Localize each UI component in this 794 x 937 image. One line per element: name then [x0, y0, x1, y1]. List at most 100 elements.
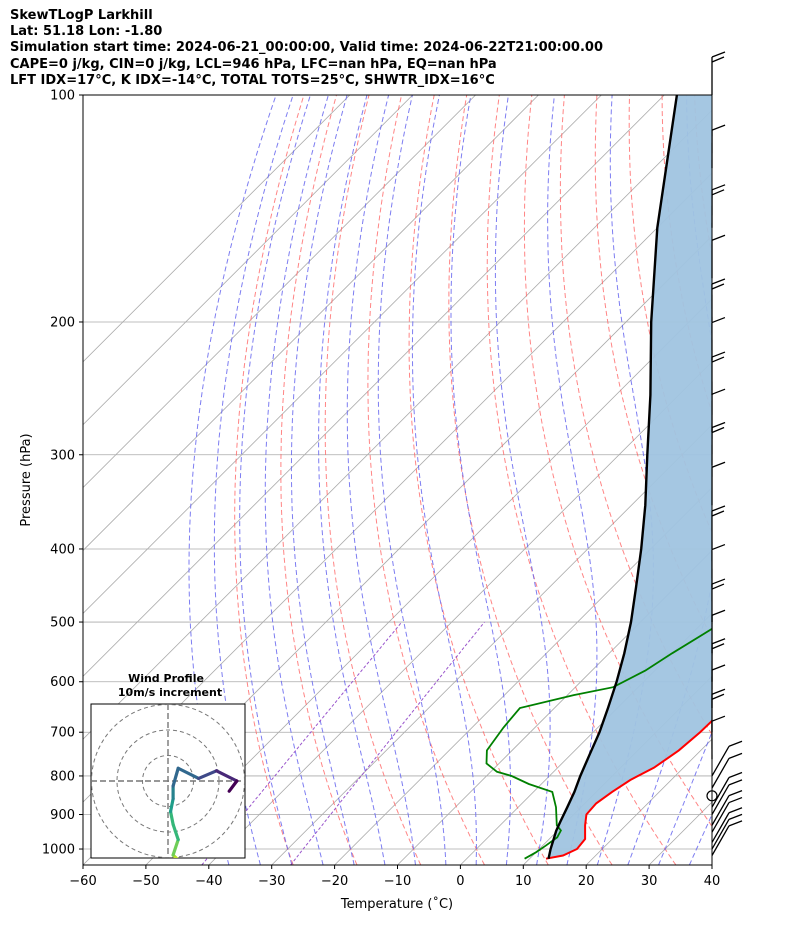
wind-barb-staff [711, 777, 730, 808]
time-line: Simulation start time: 2024-06-21_00:00:… [10, 40, 603, 56]
wind-barb-flag [711, 664, 726, 671]
y-tick-label: 400 [50, 542, 75, 557]
wind-barb-flag [711, 388, 726, 395]
moist-adiabat [346, 95, 416, 865]
moist-adiabat [411, 95, 477, 865]
moist-adiabat [264, 95, 329, 865]
wind-barb-flag [711, 184, 726, 191]
wind-barb-flag [711, 510, 725, 517]
wind-barb-flag [711, 234, 726, 241]
dry-adiabat [486, 95, 677, 865]
isotherm-line [397, 549, 712, 865]
dry-adiabat [594, 95, 712, 639]
wind-barb-flag [711, 583, 725, 590]
x-tick-label: 20 [578, 874, 595, 889]
x-tick-label: 30 [641, 874, 658, 889]
moist-adiabat [188, 95, 277, 865]
wind-barb-staff [711, 819, 730, 850]
wind-barb-flag [711, 283, 725, 290]
dry-adiabat [760, 95, 794, 865]
x-tick-label: −10 [384, 874, 411, 889]
hodograph-segment [197, 769, 219, 781]
calm-wind-circle [706, 790, 718, 802]
x-tick-label: 10 [515, 874, 532, 889]
temperature-profile [545, 719, 712, 860]
isotherm-line [83, 95, 602, 614]
moist-adiabat [290, 95, 355, 865]
y-tick-label: 900 [50, 808, 75, 823]
x-tick-label: −60 [69, 874, 96, 889]
x-tick-label: 0 [456, 874, 464, 889]
isotherm-line [145, 298, 712, 865]
axis-ticks: −60 −50 −40 −30 −20 −10 0 10 20 30 40 1000 900 800 700… [42, 89, 720, 890]
dry-adiabat [408, 95, 549, 865]
wind-barb-flag [711, 189, 725, 196]
indices-line: LFT IDX=17°C, K IDX=-14°C, TOTAL TOTS=25… [10, 72, 495, 88]
isotherm-line [208, 361, 712, 865]
wind-barb-flag [728, 813, 743, 820]
wind-barb-flag [711, 421, 726, 429]
wind-barb-flag [711, 638, 726, 645]
isotherm-line [334, 487, 712, 865]
moist-adiabat [377, 95, 447, 865]
wind-barb-flag [711, 426, 725, 434]
dry-adiabat [367, 95, 485, 865]
dry-adiabat [324, 95, 422, 865]
moist-adiabat [239, 95, 311, 865]
dry-adiabat [727, 95, 794, 865]
moist-adiabat [318, 95, 386, 865]
y-tick-label: 1000 [42, 843, 75, 858]
wind-barb-staff [711, 802, 730, 833]
hodograph-segment [168, 886, 176, 904]
location-line: Lat: 51.18 Lon: -1.80 [10, 24, 163, 40]
wind-barb-flag [728, 740, 743, 747]
isotherm-line [460, 612, 712, 865]
y-tick-label: 800 [50, 769, 75, 784]
chart-header: SkewTLogP Larkhill Lat: 51.18 Lon: -1.80… [10, 8, 603, 89]
wind-barb-flag [728, 771, 743, 779]
wind-barb-flag [711, 693, 725, 700]
wind-barb-flag [711, 316, 726, 324]
wind-barb-staff [711, 784, 730, 815]
dewpoint-profile [485, 627, 712, 860]
x-tick-label: −30 [258, 874, 285, 889]
dry-adiabat [234, 95, 305, 865]
x-tick-label: −50 [132, 874, 159, 889]
x-tick-label: −20 [321, 874, 348, 889]
moist-adiabat [658, 730, 712, 865]
hodograph-title: Wind Profile [128, 672, 204, 685]
wind-barb-staff [711, 758, 730, 789]
wind-barb-flag [711, 643, 725, 650]
wind-barb-flag [728, 779, 743, 786]
hodograph-segment [227, 779, 239, 793]
y-tick-label: 700 [50, 726, 75, 741]
hodograph-segment [168, 797, 175, 814]
isotherm-line [83, 95, 476, 489]
isotherm-line [83, 95, 413, 426]
hodograph-segment [168, 870, 188, 885]
moist-adiabat [494, 95, 551, 865]
isotherm-line [711, 864, 712, 865]
wind-barbs [706, 51, 743, 856]
y-tick-label: 500 [50, 616, 75, 631]
y-tick-label: 200 [50, 315, 75, 330]
chart-title: SkewTLogP Larkhill [10, 8, 153, 23]
hodograph-segment [171, 766, 180, 788]
wind-barb-flag [711, 356, 725, 363]
wind-barb-staff [711, 825, 730, 856]
wind-barb-flag [711, 715, 726, 722]
y-tick-label: 600 [50, 675, 75, 690]
wind-barb-flag [711, 351, 726, 358]
wind-barb-flag [711, 461, 726, 468]
wind-barb-flag [711, 56, 725, 63]
wind-barb-flag [728, 807, 743, 814]
x-tick-label: −40 [195, 874, 222, 889]
hodograph-segment [176, 766, 201, 781]
wind-barb-flag [728, 789, 743, 797]
parcel-profile [547, 95, 679, 859]
moist-adiabat [450, 95, 511, 865]
hodograph-segment [168, 809, 175, 826]
wind-barb-flag [711, 688, 726, 695]
isotherm-line [83, 109, 712, 740]
